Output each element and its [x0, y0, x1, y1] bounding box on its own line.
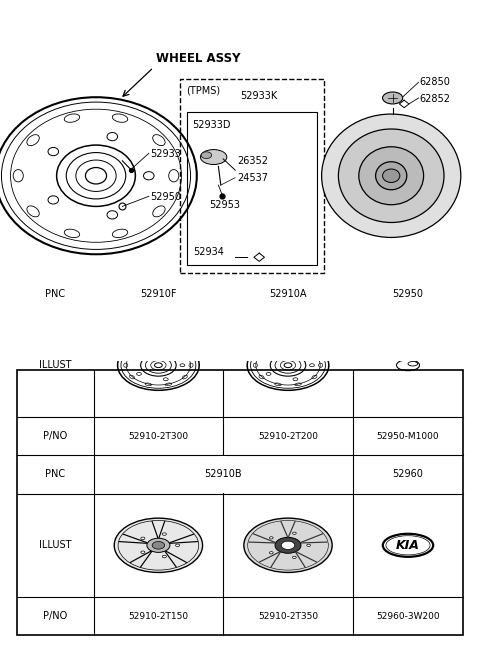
Text: KIA: KIA	[396, 539, 420, 552]
Circle shape	[275, 537, 301, 553]
Text: 62852: 62852	[420, 94, 451, 104]
Ellipse shape	[338, 129, 444, 222]
Text: 52910B: 52910B	[204, 470, 242, 480]
Ellipse shape	[359, 147, 424, 205]
Circle shape	[281, 541, 295, 550]
Circle shape	[307, 544, 311, 546]
Text: 62850: 62850	[420, 77, 450, 87]
Ellipse shape	[376, 162, 407, 190]
Circle shape	[269, 537, 273, 539]
Circle shape	[152, 541, 165, 549]
Text: 52933K: 52933K	[240, 91, 278, 101]
Circle shape	[292, 556, 296, 558]
Text: ILLUST: ILLUST	[39, 541, 72, 550]
Ellipse shape	[201, 150, 227, 165]
Bar	[220, 456, 226, 493]
Text: WHEEL ASSY: WHEEL ASSY	[156, 52, 240, 66]
Polygon shape	[170, 534, 197, 544]
Polygon shape	[152, 522, 165, 538]
Circle shape	[292, 532, 296, 535]
Circle shape	[162, 533, 167, 535]
Ellipse shape	[383, 92, 403, 104]
Circle shape	[147, 538, 170, 552]
Polygon shape	[131, 551, 152, 567]
Circle shape	[176, 544, 180, 546]
Text: 52950: 52950	[393, 289, 423, 299]
Text: (TPMS): (TPMS)	[186, 85, 220, 95]
Bar	[180, 79, 324, 273]
Circle shape	[244, 518, 332, 573]
Polygon shape	[165, 551, 186, 567]
Text: 52910-2T200: 52910-2T200	[258, 432, 318, 441]
Circle shape	[162, 555, 167, 558]
Text: PNC: PNC	[45, 470, 65, 480]
Text: 52933D: 52933D	[192, 121, 230, 131]
Circle shape	[383, 169, 400, 182]
Text: 52933: 52933	[150, 149, 180, 159]
Text: 52910-2T350: 52910-2T350	[258, 611, 318, 621]
Text: 52910A: 52910A	[269, 289, 307, 299]
Text: 52910F: 52910F	[140, 289, 177, 299]
Text: 52950-M1000: 52950-M1000	[377, 432, 439, 441]
Text: P/NO: P/NO	[43, 431, 67, 441]
Text: 26352: 26352	[238, 155, 269, 166]
Circle shape	[141, 551, 145, 554]
Text: PNC: PNC	[45, 289, 65, 299]
Text: P/NO: P/NO	[43, 611, 67, 621]
Text: 52953: 52953	[209, 200, 240, 210]
Ellipse shape	[201, 152, 212, 159]
Text: 52934: 52934	[193, 247, 224, 257]
Circle shape	[269, 552, 273, 554]
Text: 52910-2T300: 52910-2T300	[128, 432, 189, 441]
Text: 52950: 52950	[150, 192, 181, 202]
Circle shape	[141, 537, 145, 540]
Text: 52960-3W200: 52960-3W200	[376, 611, 440, 621]
Text: ILLUST: ILLUST	[39, 360, 72, 370]
Text: 52960: 52960	[393, 470, 423, 480]
Text: 24537: 24537	[238, 173, 269, 182]
Polygon shape	[120, 534, 147, 544]
Bar	[187, 112, 317, 266]
Text: 52910-2T150: 52910-2T150	[128, 611, 189, 621]
Circle shape	[114, 518, 203, 573]
Ellipse shape	[322, 114, 461, 237]
